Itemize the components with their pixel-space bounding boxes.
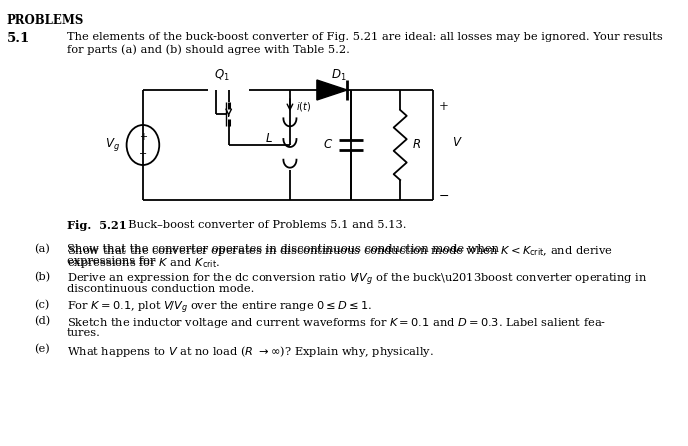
Text: tures.: tures.	[67, 328, 101, 338]
Text: expressions for $K$ and $K_{\rm crit}$.: expressions for $K$ and $K_{\rm crit}$.	[67, 256, 220, 270]
Text: (a): (a)	[34, 244, 50, 254]
Text: $C$: $C$	[323, 139, 333, 152]
Text: Buck–boost converter of Problems 5.1 and 5.13.: Buck–boost converter of Problems 5.1 and…	[121, 220, 407, 230]
Text: −: −	[139, 149, 147, 159]
Text: Derive an expression for the dc conversion ratio $V\!/V_g$ of the buck\u2013boos: Derive an expression for the dc conversi…	[67, 272, 647, 289]
Text: +: +	[139, 132, 147, 142]
Text: Show that the converter operates in discontinuous conduction mode when: Show that the converter operates in disc…	[67, 244, 503, 254]
Text: $R$: $R$	[411, 139, 420, 152]
Text: $V$: $V$	[453, 136, 463, 149]
Text: $Q_1$: $Q_1$	[214, 68, 230, 83]
Polygon shape	[317, 80, 347, 100]
Text: $V_g$: $V_g$	[105, 136, 120, 153]
Text: $D_1$: $D_1$	[331, 68, 347, 83]
Text: (c): (c)	[34, 300, 50, 310]
Text: (e): (e)	[34, 344, 50, 354]
Text: What happens to $V$ at no load ($R\ \rightarrow \infty$)? Explain why, physicall: What happens to $V$ at no load ($R\ \rig…	[67, 344, 434, 359]
Text: expressions for: expressions for	[67, 256, 159, 266]
Text: Sketch the inductor voltage and current waveforms for $K = 0.1$ and $D = 0.3$. L: Sketch the inductor voltage and current …	[67, 316, 606, 330]
Text: discontinuous conduction mode.: discontinuous conduction mode.	[67, 284, 255, 294]
Text: For $K = 0.1$, plot $V\!/V_g$ over the entire range $0 \leq D \leq 1$.: For $K = 0.1$, plot $V\!/V_g$ over the e…	[67, 300, 372, 316]
Text: for parts (a) and (b) should agree with Table 5.2.: for parts (a) and (b) should agree with …	[67, 44, 350, 54]
Text: +: +	[438, 100, 449, 113]
Text: Show that the converter operates in discontinuous conduction mode when $K < K_{\: Show that the converter operates in disc…	[67, 244, 613, 258]
Text: $L$: $L$	[265, 132, 272, 145]
Text: PROBLEMS: PROBLEMS	[6, 14, 84, 27]
Text: 5.1: 5.1	[6, 32, 30, 45]
Text: (d): (d)	[34, 316, 50, 326]
Text: −: −	[438, 190, 449, 203]
Text: (b): (b)	[34, 272, 50, 282]
Text: $i(t)$: $i(t)$	[296, 100, 311, 113]
Text: The elements of the buck-boost converter of Fig. 5.21 are ideal: all losses may : The elements of the buck-boost converter…	[67, 32, 663, 42]
Text: Fig.  5.21: Fig. 5.21	[67, 220, 127, 231]
